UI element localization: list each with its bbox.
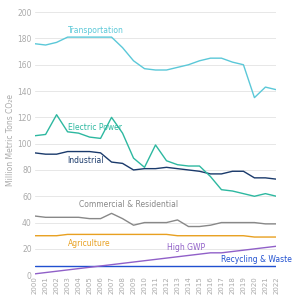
- Y-axis label: Million Metric Tons CO₂e: Million Metric Tons CO₂e: [6, 94, 15, 186]
- Text: Agriculture: Agriculture: [68, 239, 110, 248]
- Text: Transportation: Transportation: [68, 26, 124, 35]
- Text: High GWP: High GWP: [167, 243, 205, 252]
- Text: Recycling & Waste: Recycling & Waste: [221, 255, 292, 264]
- Text: Electric Power: Electric Power: [68, 123, 122, 132]
- Text: Industrial: Industrial: [68, 156, 104, 165]
- Text: Commercial & Residential: Commercial & Residential: [79, 200, 178, 209]
